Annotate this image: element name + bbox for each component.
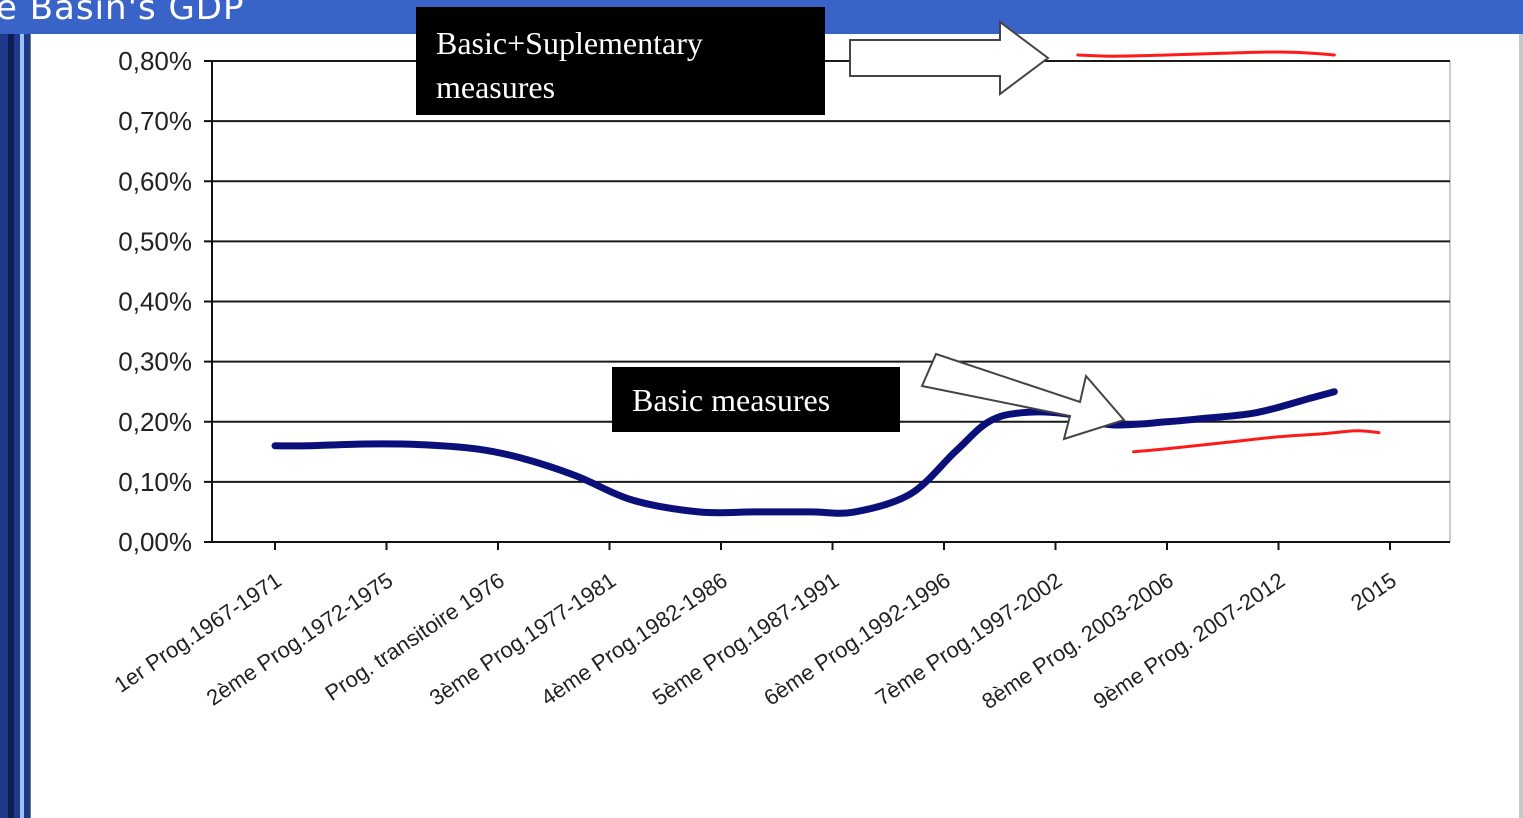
y-tick-label: 0,10% (118, 467, 192, 497)
x-tick-label: 7ème Prog.1997-2002 (871, 567, 1066, 710)
y-tick-labels: 0,00% 0,10% 0,20% 0,30% 0,40% 0,50% 0,60% 0,70%… (118, 46, 192, 557)
callout-basic-measures: Basic measures (612, 367, 900, 432)
x-tick-label: 9ème Prog. 2007-2012 (1089, 567, 1290, 714)
y-tick-label: 0,40% (118, 287, 192, 317)
y-tick-label: 0,20% (118, 407, 192, 437)
y-tick-label: 0,00% (118, 527, 192, 557)
x-tick-label: 8ème Prog. 2003-2006 (977, 567, 1178, 714)
left-decorative-strip (0, 34, 30, 818)
x-tick-label: 4ème Prog.1982-1986 (536, 567, 731, 710)
x-tick-label: 5ème Prog.1987-1991 (648, 567, 843, 710)
y-tick-label: 0,70% (118, 106, 192, 136)
callout-arrows (849, 20, 1126, 441)
y-tick-label: 0,60% (118, 166, 192, 196)
x-tick-label: Prog. transitoire 1976 (320, 567, 508, 705)
slide-title: e Basin's GDP (0, 0, 245, 28)
callout-supplementary-measures: Basic+Suplementary measures (416, 7, 825, 115)
right-edge (1519, 34, 1523, 818)
y-tick-label: 0,30% (118, 347, 192, 377)
axis-layer (204, 60, 1450, 550)
x-tick-label: 3ème Prog.1977-1981 (425, 567, 620, 710)
x-tick-label: 6ème Prog.1992-1996 (759, 567, 954, 710)
series-line-basic-measures (271, 388, 1338, 517)
series-line-supplementary-measures (1076, 50, 1336, 58)
series-line-secondary (1132, 429, 1381, 454)
series-layer (271, 50, 1381, 517)
y-tick-label: 0,80% (118, 46, 192, 76)
left-strip-dark-band (8, 34, 14, 818)
arrow-right-icon (849, 20, 1050, 96)
grid-layer (212, 60, 1451, 543)
y-tick-label: 0,50% (118, 226, 192, 256)
x-tick-label: 2ème Prog.1972-1975 (202, 567, 397, 710)
arrow-down-right-icon (920, 352, 1126, 441)
x-tick-label: 2015 (1346, 567, 1401, 615)
left-strip-light-line (20, 34, 24, 818)
